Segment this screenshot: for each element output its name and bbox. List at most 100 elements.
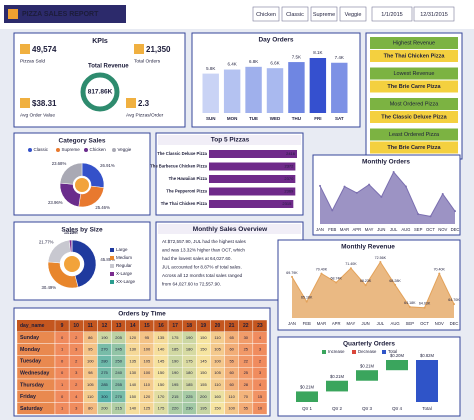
filter-button[interactable] — [339, 6, 367, 22]
value-label: 2372 — [284, 164, 294, 169]
hour-label: 15 — [144, 323, 150, 329]
x-tick-label: MAY — [347, 321, 356, 326]
cell-value: 255 — [115, 382, 122, 387]
category-label: The Pepperoni Pizza — [166, 189, 207, 194]
x-tick-label: Qtr 2 — [332, 406, 342, 411]
legend-label: Large — [116, 247, 128, 252]
cell-value: 1 — [61, 382, 64, 387]
point — [335, 281, 338, 284]
cell-value: 0 — [61, 335, 64, 340]
cell-value: 200 — [200, 394, 207, 399]
cell-value: 130 — [129, 370, 136, 375]
cell-value: 175 — [186, 358, 193, 363]
chart-title: Day Orders — [258, 37, 293, 44]
x-tick-label: SAT — [335, 116, 344, 121]
value-label: 30.49% — [42, 285, 57, 290]
cell-value: 0 — [61, 358, 64, 363]
cell-value: 0 — [61, 370, 64, 375]
x-tick-label: SEP — [406, 321, 415, 326]
cell-value: 190 — [172, 370, 179, 375]
highlight-value: The Classic Deluxe Pizza — [381, 114, 447, 120]
cell-value: 270 — [101, 347, 108, 352]
x-tick-label: SUN — [206, 116, 216, 121]
cell-value: 155 — [200, 382, 207, 387]
bar — [309, 58, 327, 113]
overview-text: had the lowest sales at 64,027.60. — [162, 256, 232, 261]
value-label: 64.03K — [419, 302, 431, 306]
day-label: Tuesday — [20, 359, 41, 365]
cell-value: 100 — [144, 370, 151, 375]
filter-label[interactable]: Chicken — [256, 12, 276, 18]
highlight-value-box — [370, 111, 458, 123]
cell-value: 175 — [158, 406, 165, 411]
point — [349, 267, 352, 270]
legend-swatch — [84, 148, 88, 152]
hour-label: 16 — [158, 323, 164, 329]
date-box[interactable] — [413, 6, 455, 22]
title-band — [158, 224, 301, 234]
x-tick-label: AUG — [401, 227, 410, 232]
value-label: 70.40K — [316, 268, 328, 272]
chart-title: Category Sales — [59, 138, 106, 145]
x-tick-label: JAN — [316, 227, 324, 232]
value-label: 69.79K — [286, 271, 298, 275]
cell-value: 110 — [87, 394, 94, 399]
x-tick-label: FRI — [314, 116, 321, 121]
cell-value: 105 — [214, 370, 221, 375]
kpi-title: KPIs — [92, 38, 108, 45]
filter-label[interactable]: Veggie — [345, 12, 362, 18]
filter-button[interactable] — [281, 6, 309, 22]
report-title: PIZZA SALES REPORT — [22, 11, 99, 18]
value-label: 2315 — [282, 201, 292, 206]
day-label: Wednesday — [20, 371, 49, 377]
value-label: 2370 — [284, 176, 294, 181]
x-tick-label: MAR — [340, 227, 349, 232]
cell-value: 110 — [214, 335, 221, 340]
point — [438, 272, 441, 275]
date-label[interactable]: 12/31/2015 — [420, 12, 448, 18]
point — [441, 192, 444, 195]
value-label: 64.18K — [404, 301, 416, 305]
filter-label[interactable]: Supreme — [313, 12, 335, 18]
cell-value: 100 — [87, 358, 94, 363]
cell-value: 2 — [75, 335, 78, 340]
highlight-label: Most Ordered Pizza — [390, 101, 440, 107]
value-label: 23.96% — [48, 200, 63, 205]
cell-value: 28 — [244, 382, 249, 387]
header-cell — [17, 320, 55, 332]
legend-label: Regular — [116, 263, 132, 268]
cell-value: 22 — [244, 358, 249, 363]
value-label: 25.46% — [95, 205, 110, 210]
point — [355, 191, 358, 194]
cell-value: 95 — [145, 335, 150, 340]
point — [319, 184, 321, 187]
x-tick-label: OCT — [426, 227, 435, 232]
filter-button[interactable] — [310, 6, 338, 22]
cell-value: 110 — [228, 394, 235, 399]
filter-button[interactable] — [252, 6, 280, 22]
filter-label[interactable]: Classic — [286, 12, 304, 18]
cell-value: 110 — [214, 382, 221, 387]
value-label: 72.56K — [375, 256, 387, 260]
cell-value: 140 — [129, 406, 136, 411]
date-label[interactable]: 1/1/2015 — [381, 12, 402, 18]
logo — [8, 9, 18, 19]
category-label: The Hawaiian Pizza — [169, 176, 208, 181]
date-box[interactable] — [371, 6, 413, 22]
area-fill — [292, 262, 454, 318]
kpi-value: 2.3 — [138, 99, 150, 108]
legend-label: Classic — [34, 147, 49, 152]
legend-swatch — [110, 264, 114, 268]
point — [320, 272, 323, 275]
x-tick-label: OCT — [420, 321, 429, 326]
cell-value: 4 — [75, 394, 78, 399]
area-line — [291, 261, 455, 309]
cell-value: 65 — [229, 335, 234, 340]
hour-label: 22 — [243, 323, 249, 329]
point — [305, 300, 308, 303]
cell-value: 3 — [75, 370, 78, 375]
value-label: 68.74K — [330, 276, 342, 280]
cell-value: 3 — [259, 370, 262, 375]
pizza-icon — [64, 256, 80, 272]
overview-text: At $72,557.90, JUL had the highest sales — [162, 239, 247, 244]
